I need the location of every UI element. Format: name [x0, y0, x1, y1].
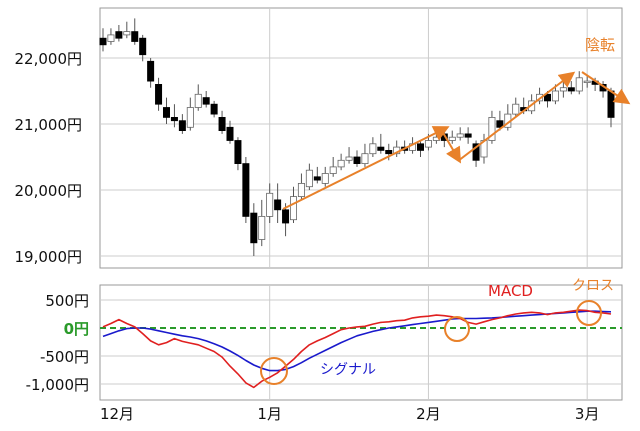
crossover-circle — [260, 357, 288, 385]
price-y-tick-label: 22,000円 — [15, 50, 83, 68]
candle-up — [186, 107, 194, 128]
inversion-label: 陰転 — [585, 36, 615, 54]
crossover-circle — [444, 316, 470, 342]
candle-up — [337, 159, 345, 168]
candle-down — [464, 133, 472, 138]
trend-arrow — [457, 71, 576, 162]
candle-down — [162, 107, 170, 118]
candle-down — [567, 87, 575, 92]
candle-up — [456, 133, 464, 138]
candle-up — [305, 169, 313, 188]
candle-up — [107, 34, 115, 42]
candle-up — [488, 117, 496, 141]
candle-up — [583, 80, 591, 83]
macd-line — [102, 309, 612, 389]
candle-up — [551, 90, 559, 102]
candle-down — [242, 163, 250, 217]
x-tick-label: 3月 — [575, 405, 600, 423]
candle-up — [297, 182, 305, 197]
signal-line — [102, 310, 612, 372]
candle-down — [226, 126, 234, 141]
candle-up — [345, 156, 353, 161]
macd-layer — [100, 309, 622, 389]
candle-down — [313, 176, 321, 181]
grid-layer — [99, 7, 623, 401]
price-y-tick-label: 20,000円 — [15, 182, 83, 200]
candle-down — [99, 37, 107, 46]
candle-up — [432, 136, 440, 141]
trend-arrow — [282, 126, 450, 210]
candle-up — [329, 166, 337, 174]
candle-down — [416, 143, 424, 151]
candle-down — [131, 31, 139, 42]
candle-down — [147, 60, 155, 82]
candle-down — [202, 97, 210, 105]
candle-up — [369, 143, 377, 155]
candle-down — [472, 143, 480, 161]
candle-up — [258, 215, 266, 240]
candle-up — [194, 93, 202, 108]
candle-down — [282, 209, 290, 224]
candle-down — [250, 212, 258, 244]
macd-y-tick-label: 0円 — [64, 320, 89, 338]
candle-down — [218, 117, 226, 132]
candle-up — [266, 192, 274, 217]
price-y-tick-label: 21,000円 — [15, 116, 83, 134]
candle-down — [274, 199, 282, 211]
candle-down — [210, 103, 218, 115]
x-tick-label: 12月 — [100, 405, 134, 423]
macd-series-label: MACD — [488, 282, 533, 300]
macd-y-tick-label: -500円 — [40, 348, 89, 366]
candle-down — [607, 90, 615, 118]
trend-arrow — [581, 71, 631, 105]
candle-down — [155, 84, 163, 105]
candle-up — [123, 31, 131, 36]
signal-series-label: シグナル — [320, 362, 376, 378]
price-panel-frame — [99, 7, 623, 269]
candle-down — [170, 117, 178, 122]
cross-label: クロス — [572, 278, 614, 294]
candle-down — [496, 120, 504, 128]
candle-up — [289, 196, 297, 221]
candle-down — [544, 93, 552, 102]
price-layer — [99, 18, 615, 256]
x-tick-label: 1月 — [257, 405, 282, 423]
candle-up — [448, 136, 456, 141]
x-tick-label: 2月 — [416, 405, 441, 423]
annotation-layer: 陰転 MACD シグナル クロス — [260, 36, 631, 385]
macd-y-tick-label: 500円 — [45, 292, 89, 310]
macd-y-tick-label: -1,000円 — [26, 376, 89, 394]
crossover-circle — [576, 300, 602, 326]
candle-down — [234, 140, 242, 165]
price-y-tick-label: 19,000円 — [15, 248, 83, 266]
candle-up — [512, 103, 520, 115]
candle-down — [115, 31, 123, 39]
candle-down — [377, 146, 385, 151]
candle-down — [353, 156, 361, 164]
candle-down — [385, 149, 393, 155]
candle-up — [559, 87, 567, 92]
trend-arrow — [441, 130, 462, 164]
candle-down — [178, 120, 186, 131]
candle-up — [361, 153, 369, 164]
candle-up — [424, 140, 432, 148]
candle-down — [139, 37, 147, 56]
macd-panel-frame — [99, 284, 623, 401]
candle-up — [575, 77, 583, 92]
candle-up — [321, 173, 329, 184]
axis-layer: 19,000円 20,000円 21,000円 22,000円 12月 1月 2月 3月 500… — [15, 50, 600, 423]
